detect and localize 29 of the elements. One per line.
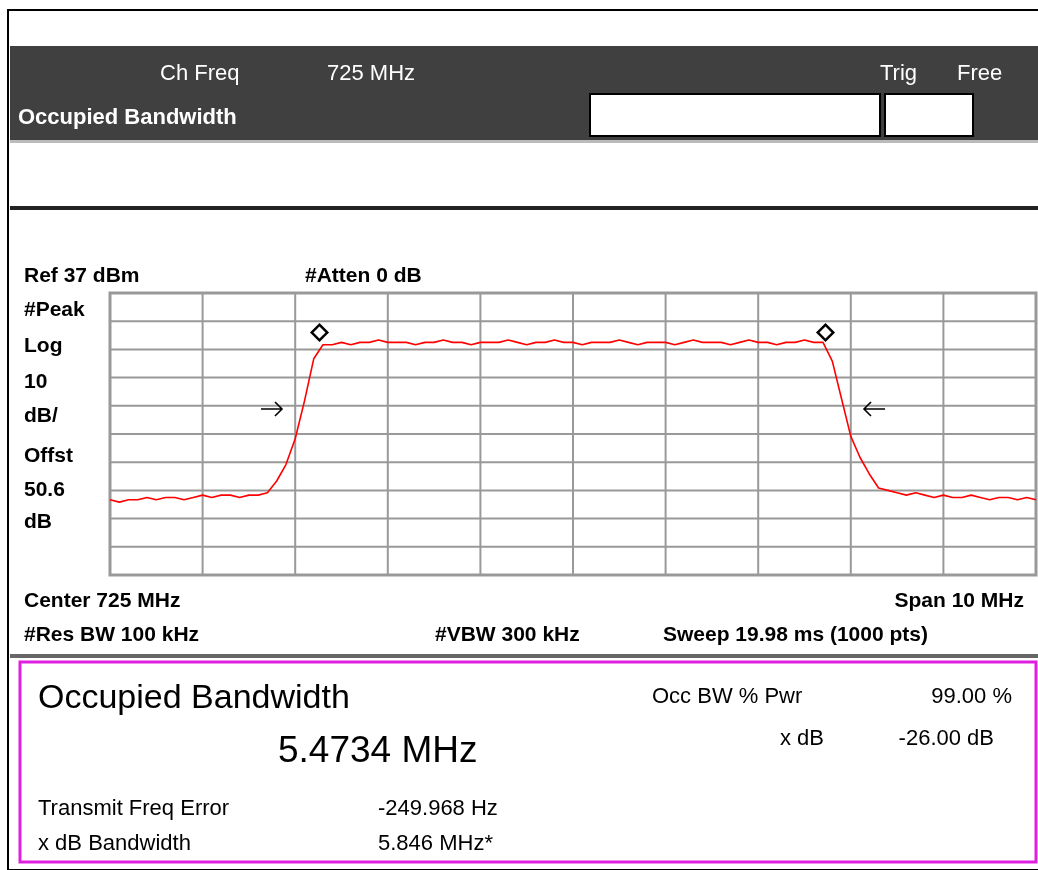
text: Occupied Bandwidth <box>18 104 237 129</box>
text: Ch Freq <box>160 60 240 85</box>
text: 5.846 MHz* <box>378 830 494 855</box>
text: 10 <box>24 369 48 392</box>
text: #VBW 300 kHz <box>435 622 580 645</box>
text: #Atten 0 dB <box>305 263 422 286</box>
text: 50.6 <box>24 477 65 500</box>
text: Occ BW % Pwr <box>652 683 803 708</box>
text: -26.00 dB <box>898 725 994 750</box>
text: Sweep 19.98 ms (1000 pts) <box>663 622 928 645</box>
text: 725 MHz <box>327 60 416 85</box>
text: dB <box>24 509 52 532</box>
text: x dB <box>780 725 825 750</box>
text: Transmit Freq Error <box>38 795 230 820</box>
text: -249.968 Hz <box>378 795 498 820</box>
text: Trig <box>880 60 918 85</box>
text: Offst <box>24 443 73 466</box>
text: 99.00 % <box>931 683 1012 708</box>
text: #Res BW 100 kHz <box>24 622 200 645</box>
text: Ref 37 dBm <box>24 263 140 286</box>
text: Span 10 MHz <box>894 588 1024 611</box>
text: Log <box>24 333 63 356</box>
text: x dB Bandwidth <box>38 830 191 855</box>
text: 5.4734 MHz <box>278 729 478 770</box>
text: Occupied Bandwidth <box>38 677 350 715</box>
text: Center 725 MHz <box>24 588 181 611</box>
text: Free <box>957 60 1003 85</box>
text: dB/ <box>24 403 58 426</box>
text: #Peak <box>24 297 86 320</box>
